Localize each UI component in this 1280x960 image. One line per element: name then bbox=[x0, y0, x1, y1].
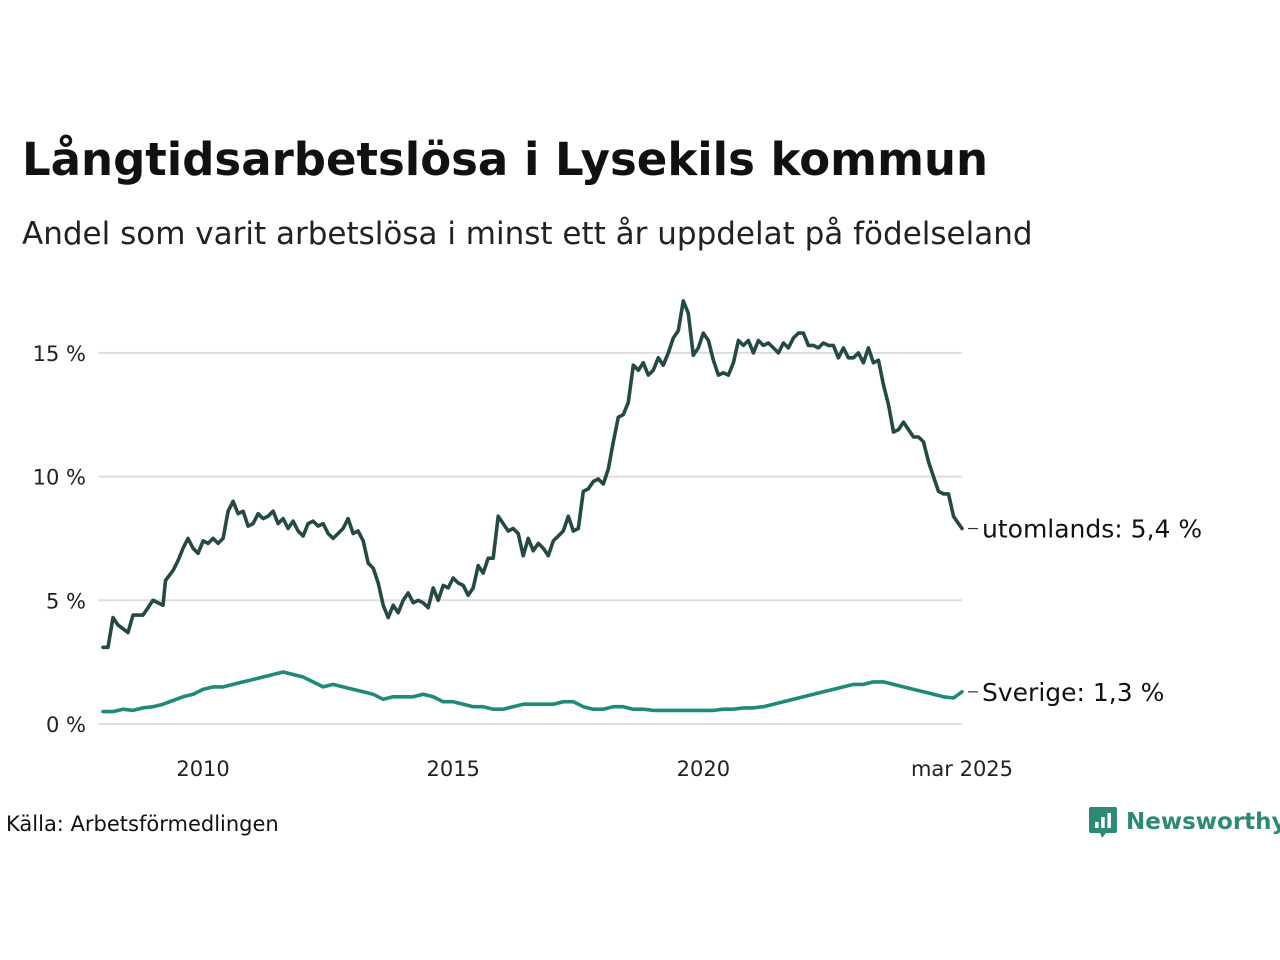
x-tick-label: mar 2025 bbox=[911, 757, 1013, 781]
x-tick-label: 2020 bbox=[677, 757, 730, 781]
y-tick-label: 15 % bbox=[33, 342, 86, 366]
x-tick-label: 2015 bbox=[426, 757, 479, 781]
line-chart: 0 % 5 % 10 % 15 % 2010 2015 2020 mar 2025 utomla… bbox=[33, 299, 1202, 781]
series-line-sverige bbox=[101, 670, 964, 714]
series-line-utomlands bbox=[101, 299, 964, 650]
brand-name: Newsworthy bbox=[1126, 809, 1280, 835]
series-end-label: utomlands: 5,4 % bbox=[982, 515, 1202, 544]
brand-logo: Newsworthy bbox=[1088, 804, 1280, 840]
chart-title: Långtidsarbetslösa i Lysekils kommun bbox=[22, 133, 989, 186]
y-tick-label: 5 % bbox=[46, 589, 86, 613]
y-tick-label: 10 % bbox=[33, 466, 86, 490]
y-tick-label: 0 % bbox=[46, 713, 86, 737]
newsworthy-logo-icon bbox=[1089, 807, 1117, 838]
source-note: Källa: Arbetsförmedlingen bbox=[6, 812, 279, 836]
series-end-label: Sverige: 1,3 % bbox=[982, 678, 1164, 707]
chart-subtitle: Andel som varit arbetslösa i minst ett å… bbox=[22, 216, 1033, 252]
x-tick-label: 2010 bbox=[176, 757, 229, 781]
